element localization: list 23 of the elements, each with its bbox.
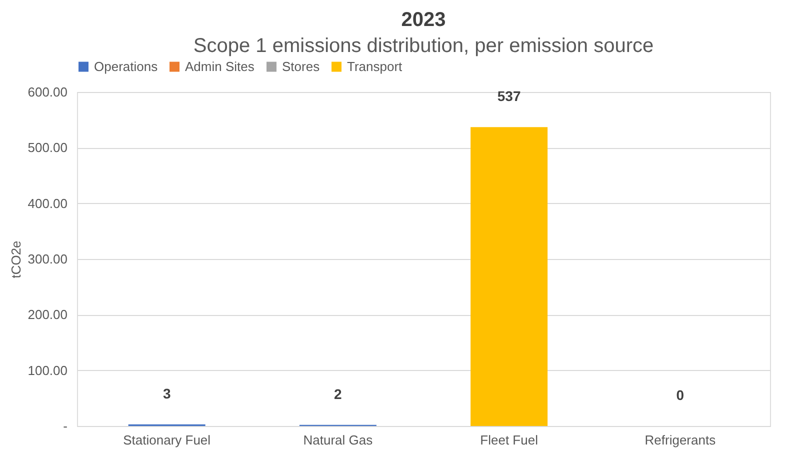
total-label: 3: [162, 385, 171, 402]
chart-subtitle: Scope 1 emissions distribution, per emission source: [193, 35, 654, 57]
bar: [470, 127, 548, 426]
y-tick-label: 500.00: [28, 140, 68, 156]
x-tick-label: Refrigerants: [644, 432, 716, 448]
total-label: 537: [497, 88, 521, 104]
legend-label: Admin Sites: [185, 58, 255, 74]
y-tick-label: 300.00: [28, 252, 68, 266]
total-label: 0: [676, 387, 684, 403]
y-tick-label: 600.00: [28, 84, 68, 100]
y-axis-title: tCO2e: [8, 240, 24, 278]
y-tick-label: 400.00: [28, 196, 68, 211]
total-label: 2: [334, 386, 342, 402]
legend-label: Operations: [94, 58, 158, 74]
x-tick-label: Natural Gas: [303, 432, 374, 448]
x-tick-label: Fleet Fuel: [480, 432, 538, 448]
x-tick-label: Stationary Fuel: [123, 432, 211, 448]
y-tick-label: -: [63, 418, 68, 434]
y-tick-label: 200.00: [28, 307, 68, 322]
legend-label: Stores: [282, 58, 320, 74]
y-tick-label: 100.00: [28, 362, 68, 378]
legend-label: Transport: [347, 58, 403, 74]
chart-title: 2023: [401, 9, 446, 31]
